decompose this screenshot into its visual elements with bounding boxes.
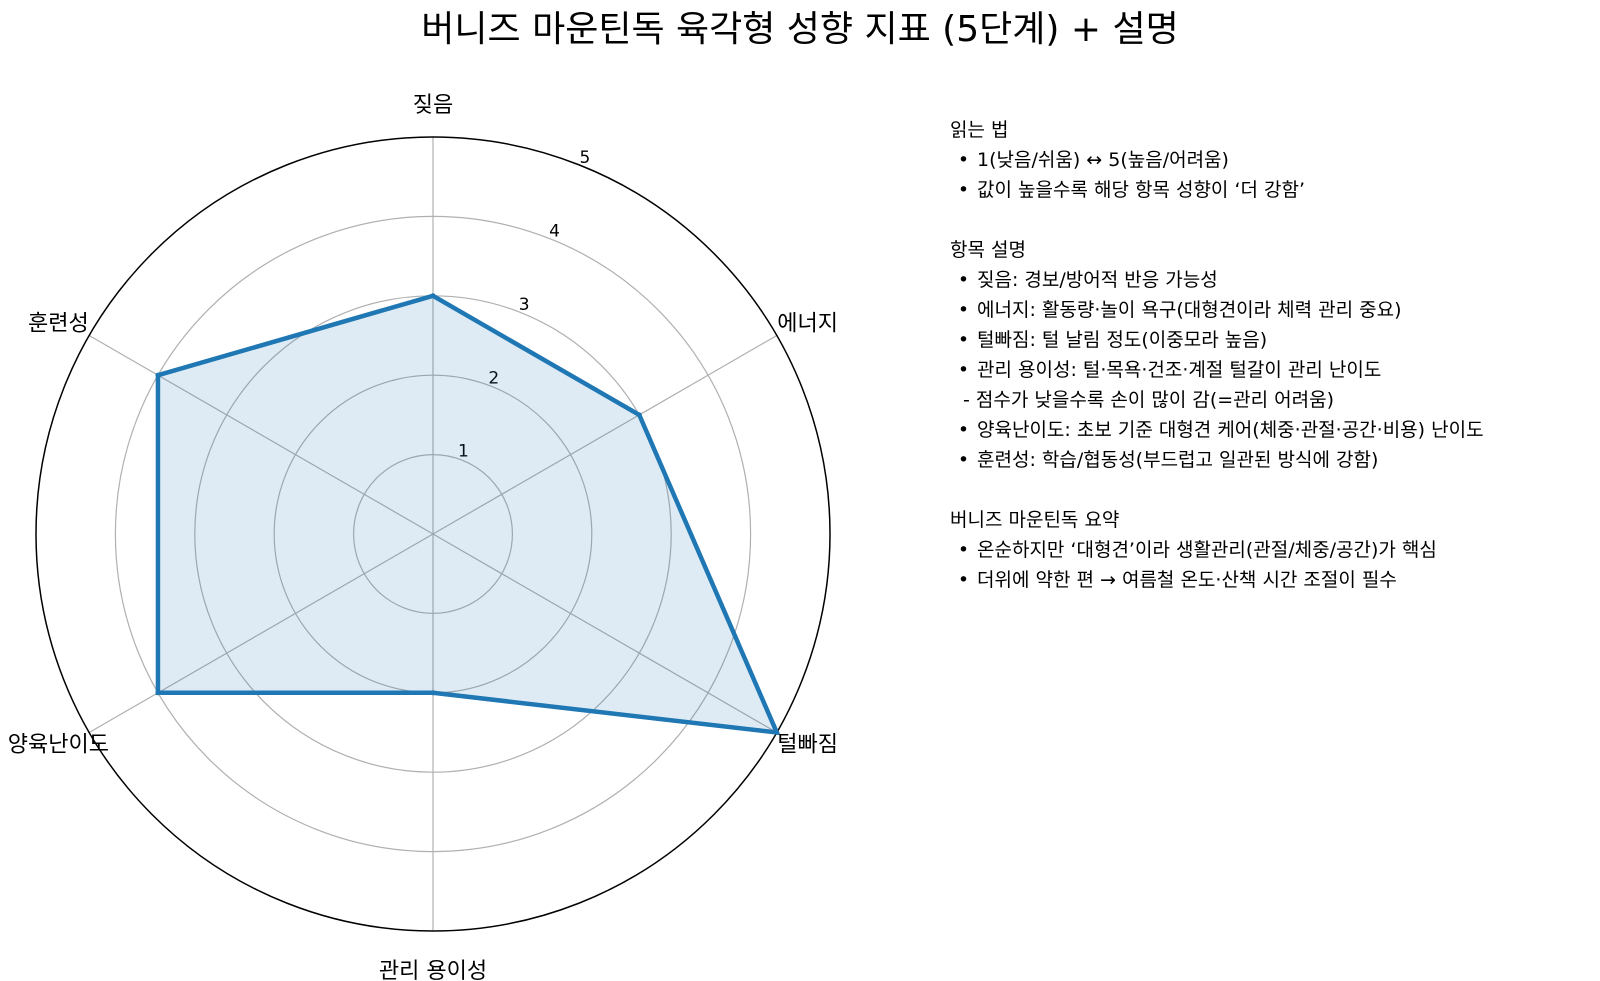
notes-panel: 읽는 법 1(낮음/쉬움) ↔ 5(높음/어려움)값이 높을수록 해당 항목 성향… <box>950 115 1590 625</box>
radar-tick-label: 2 <box>488 368 499 388</box>
note-heading: 읽는 법 <box>950 119 1009 141</box>
page-title: 버니즈 마운틴독 육각형 성향 지표 (5단계) + 설명 <box>421 9 1179 50</box>
note-section: 버니즈 마운틴독 요약온순하지만 ‘대형견’이라 생활관리(관절/체중/공간)가… <box>950 505 1590 595</box>
radar-point <box>774 730 780 735</box>
note-bullet-item: 털빠짐: 털 날림 정도(이중모라 높음) <box>950 325 1590 355</box>
note-bullet-item: 짖음: 경보/방어적 반응 가능성 <box>950 265 1590 295</box>
note-bullet-item: 양육난이도: 초보 기준 대형견 케어(체중·관절·공간·비용) 난이도 <box>950 415 1590 445</box>
note-heading: 항목 설명 <box>950 239 1026 261</box>
radar-point <box>155 690 161 696</box>
radar-point <box>636 412 642 418</box>
radar-spoke <box>432 334 778 535</box>
radar-spoke <box>88 334 434 535</box>
radar-axis-label: 훈련성 <box>28 312 89 337</box>
note-bullet-item: 더위에 약한 편 → 여름철 온도·산책 시간 조절이 필수 <box>950 565 1590 595</box>
radar-tick-label: 4 <box>549 222 560 242</box>
note-heading: 버니즈 마운틴독 요약 <box>950 509 1120 531</box>
radar-axis-label: 짖음 <box>413 93 453 118</box>
note-sub-item: 점수가 낮을수록 손이 많이 감(=관리 어려움) <box>950 385 1590 415</box>
radar-axis-label: 털빠짐 <box>777 733 838 758</box>
radar-point <box>430 690 436 696</box>
note-bullet-item: 관리 용이성: 털·목욕·건조·계절 털갈이 관리 난이도 <box>950 355 1590 385</box>
radar-spoke <box>88 533 434 734</box>
note-bullet-item: 값이 높을수록 해당 항목 성향이 ‘더 강함’ <box>950 175 1590 205</box>
note-section: 항목 설명짖음: 경보/방어적 반응 가능성에너지: 활동량·놀이 욕구(대형견… <box>950 235 1590 475</box>
radar-tick-label: 5 <box>580 148 591 168</box>
note-bullet-item: 1(낮음/쉬움) ↔ 5(높음/어려움) <box>950 145 1590 175</box>
radar-tick-label: 1 <box>458 442 469 462</box>
radar-axis-label: 에너지 <box>777 312 838 337</box>
note-bullet-item: 온순하지만 ‘대형견’이라 생활관리(관절/체중/공간)가 핵심 <box>950 535 1590 565</box>
note-bullet-item: 에너지: 활동량·놀이 욕구(대형견이라 체력 관리 중요) <box>950 295 1590 325</box>
note-section: 읽는 법 1(낮음/쉬움) ↔ 5(높음/어려움)값이 높을수록 해당 항목 성향… <box>950 115 1590 205</box>
radar-spoke <box>432 533 778 734</box>
note-bullet-item: 훈련성: 학습/협동성(부드럽고 일관된 방식에 강함) <box>950 445 1590 475</box>
radar-axis-label: 관리 용이성 <box>379 959 487 981</box>
radar-axis-label: 양육난이도 <box>8 733 109 758</box>
radar-frame <box>35 136 831 932</box>
radar-area <box>157 295 777 733</box>
radar-point <box>430 293 436 299</box>
radar-point <box>155 372 161 378</box>
radar-tick-label: 3 <box>519 295 530 315</box>
